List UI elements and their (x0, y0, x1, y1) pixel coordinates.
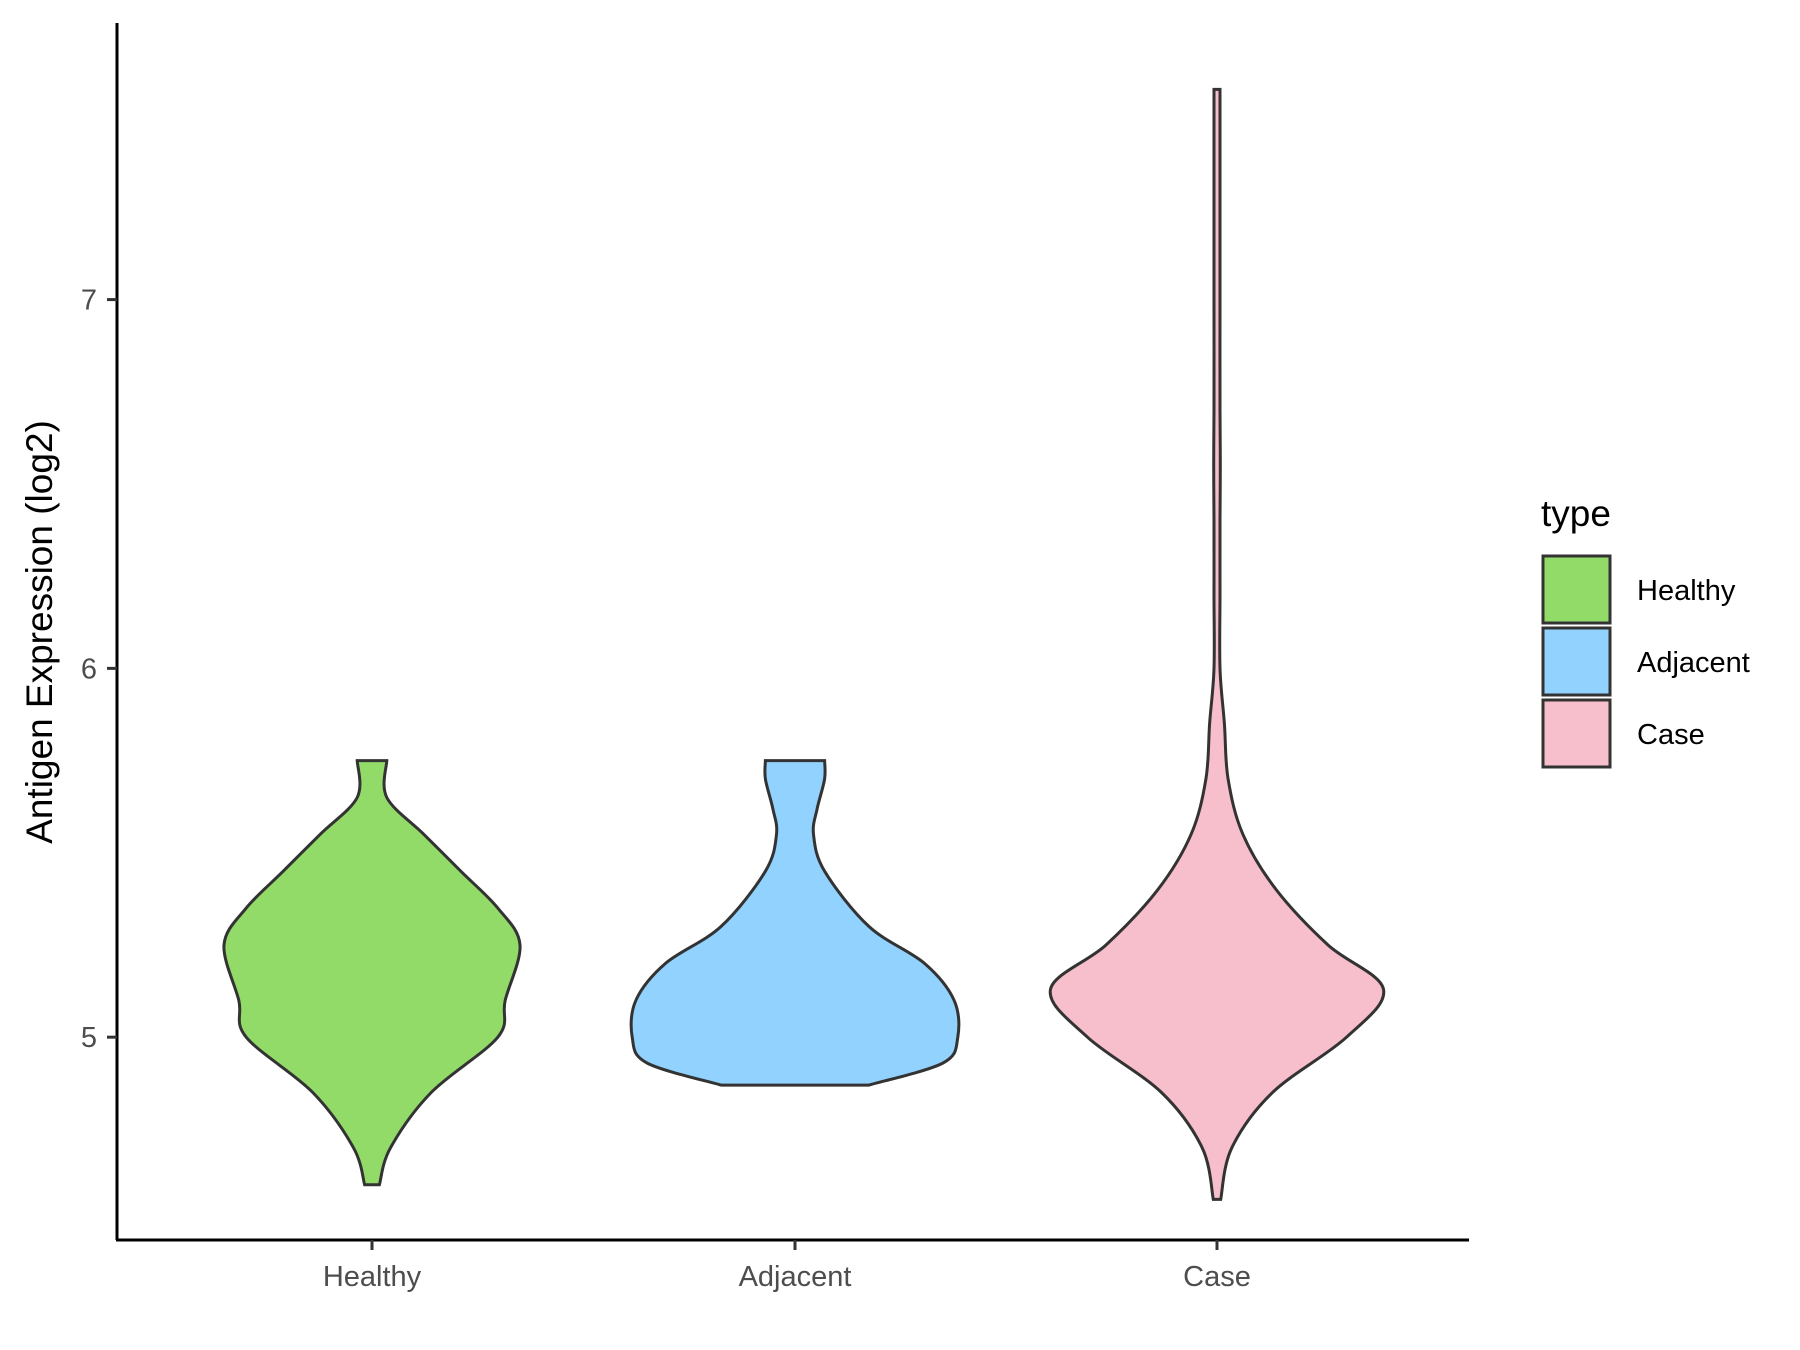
legend-swatch-adjacent (1541, 626, 1612, 697)
violin-layer (222, 87, 1386, 1201)
x-axis-ticks: Healthy Adjacent Case (323, 1240, 1251, 1293)
x-tick-label: Adjacent (739, 1261, 852, 1293)
violin-case (1048, 87, 1386, 1201)
legend-label: Case (1637, 719, 1705, 751)
y-tick-label: 7 (81, 285, 97, 317)
violin-adjacent (629, 759, 961, 1087)
legend: type Healthy Adjacent Case (1541, 493, 1750, 769)
legend-swatch-healthy (1541, 554, 1612, 625)
violin-healthy (222, 759, 522, 1187)
y-tick-label: 6 (81, 653, 97, 685)
legend-label: Adjacent (1637, 647, 1750, 679)
legend-title: type (1541, 493, 1611, 534)
legend-label: Healthy (1637, 575, 1736, 607)
y-tick-label: 5 (81, 1022, 97, 1054)
x-tick-label: Case (1183, 1261, 1251, 1293)
y-axis-ticks: 5 6 7 (81, 285, 117, 1054)
x-tick-label: Healthy (323, 1261, 422, 1293)
legend-swatch-case (1541, 698, 1612, 769)
legend-items: Healthy Adjacent Case (1541, 554, 1750, 769)
y-axis-title: Antigen Expression (log2) (19, 420, 60, 844)
